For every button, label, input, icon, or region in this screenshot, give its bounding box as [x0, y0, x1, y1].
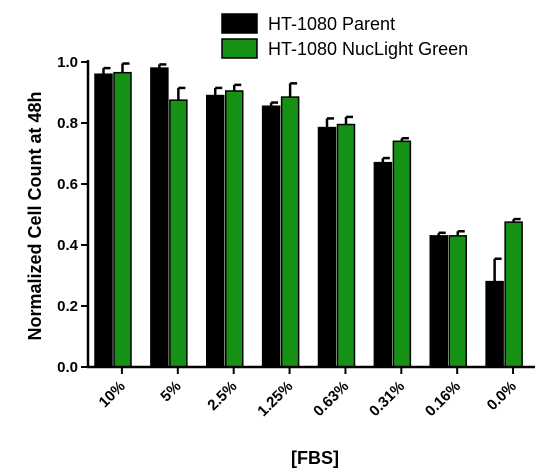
- x-tick-label: 5%: [157, 378, 184, 405]
- bars: [94, 67, 523, 368]
- x-tick-label: 10%: [96, 378, 129, 411]
- bar: [225, 90, 244, 368]
- bar: [113, 71, 132, 368]
- x-tick-label: 0.63%: [310, 378, 352, 420]
- bar: [485, 280, 504, 368]
- bar: [280, 96, 300, 368]
- bar: [373, 161, 393, 368]
- y-tick-label: 0.8: [57, 115, 78, 132]
- legend-swatch: [221, 38, 258, 59]
- x-tick-label: 2.5%: [204, 378, 240, 414]
- error-bars: [102, 62, 521, 282]
- x-tick-label: 0.16%: [422, 378, 464, 420]
- x-axis-label: [FBS]: [291, 448, 339, 468]
- legend: HT-1080 Parent HT-1080 NucLight Green: [221, 13, 468, 59]
- bar: [169, 99, 188, 368]
- bar: [94, 73, 113, 368]
- x-tick-label: 0.31%: [366, 378, 408, 420]
- bar: [150, 67, 169, 368]
- bar: [429, 235, 448, 368]
- legend-label: HT-1080 NucLight Green: [268, 39, 468, 59]
- x-tick-label: 0.0%: [484, 378, 520, 414]
- legend-label: HT-1080 Parent: [268, 14, 395, 34]
- y-axis-label: Normalized Cell Count at 48h: [25, 91, 45, 340]
- y-tick-label: 0.2: [57, 298, 78, 315]
- bar: [317, 126, 337, 368]
- bar: [206, 94, 225, 368]
- y-tick-label: 0.6: [57, 176, 78, 193]
- legend-swatch: [221, 13, 258, 34]
- bar: [392, 140, 412, 368]
- y-tick-label: 0.0: [57, 359, 78, 376]
- bar: [336, 123, 356, 368]
- y-tick-label: 1.0: [57, 54, 78, 71]
- x-tick-label: 1.25%: [254, 378, 296, 420]
- bar: [448, 235, 467, 368]
- bar: [504, 221, 523, 368]
- y-tick-label: 0.4: [57, 237, 79, 254]
- bar: [261, 105, 281, 368]
